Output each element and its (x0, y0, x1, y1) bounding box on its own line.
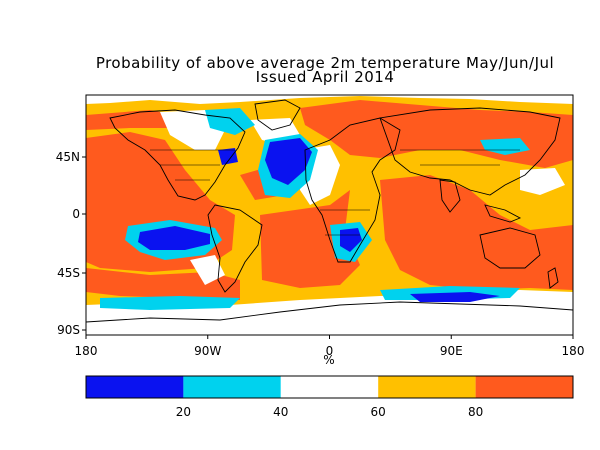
coastlines (86, 99, 573, 323)
x-tick-label: 180 (562, 344, 585, 358)
colorbar-tick-label: 80 (468, 405, 483, 419)
x-tick-label: 0 (326, 344, 334, 358)
x-tick-label: 90E (440, 344, 463, 358)
y-tick-label: 45S (57, 266, 80, 280)
y-axis: 45N 0 45S 90S (56, 150, 86, 337)
colorbar-bin (86, 376, 184, 398)
map-title: Probability of above average 2m temperat… (95, 54, 555, 72)
x-tick-label: 180 (75, 344, 98, 358)
y-tick-label: 90S (57, 323, 80, 337)
colorbar-tick-label: 40 (273, 405, 288, 419)
colorbar-bin (183, 376, 281, 398)
y-tick-label: 0 (72, 207, 80, 221)
colorbar-bin (378, 376, 476, 398)
y-tick-label: 45N (56, 150, 80, 164)
map-subtitle: Issued April 2014 (255, 68, 395, 86)
colorbar-bin (475, 376, 573, 398)
x-tick-label: 90W (194, 344, 221, 358)
colorbar-frame (85, 375, 574, 399)
colorbar-tick-label: 20 (176, 405, 191, 419)
x-axis: 180 90W 0 90E 180 (75, 335, 585, 358)
probability-field (86, 95, 573, 335)
colorbar-bin (280, 376, 379, 398)
x-unit-label: % (323, 353, 334, 367)
colorbar-ticks: 20 40 60 80 (176, 405, 483, 419)
colorbar (85, 375, 574, 399)
colorbar-tick-label: 60 (371, 405, 386, 419)
